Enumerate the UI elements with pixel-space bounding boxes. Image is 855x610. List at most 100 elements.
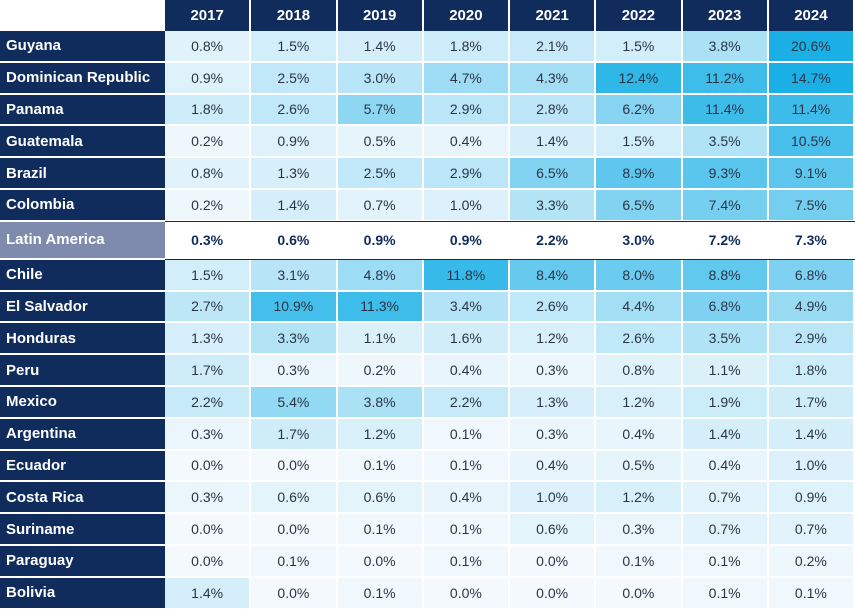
heat-cell: 0.9%	[423, 221, 510, 260]
heat-cell: 0.1%	[337, 514, 424, 546]
heat-cell: 1.7%	[768, 387, 855, 419]
heat-cell: 2.9%	[423, 94, 510, 127]
heat-cell: 1.3%	[165, 323, 252, 356]
highlight-bottom-rule	[165, 258, 855, 260]
heat-cell: 11.4%	[768, 94, 855, 127]
heat-cell: 1.6%	[423, 323, 510, 356]
heat-cell: 3.0%	[337, 62, 424, 95]
heat-cell: 8.4%	[510, 259, 597, 292]
heat-cell: 0.2%	[165, 190, 252, 222]
column-header: 2023	[682, 0, 769, 31]
heat-cell: 4.9%	[768, 291, 855, 324]
heat-cell: 2.9%	[768, 323, 855, 356]
heat-cell: 4.3%	[510, 62, 597, 95]
heat-cell: 1.2%	[337, 418, 424, 451]
heat-cell: 7.2%	[682, 221, 769, 260]
heat-cell: 8.8%	[682, 259, 769, 292]
heat-cell: 1.9%	[682, 387, 769, 419]
heat-cell: 4.4%	[596, 291, 683, 324]
heat-cell: 1.1%	[682, 355, 769, 387]
heat-cell: 0.6%	[510, 514, 597, 546]
heat-cell: 2.5%	[251, 62, 338, 95]
row-label: Paraguay	[0, 546, 165, 578]
column-header: 2019	[337, 0, 424, 31]
heat-cell: 1.2%	[510, 323, 597, 356]
heat-cell: 0.0%	[165, 546, 252, 578]
heat-cell: 3.3%	[251, 323, 338, 356]
heat-cell: 3.4%	[423, 291, 510, 324]
row-label: Peru	[0, 355, 165, 387]
heat-cell: 0.2%	[165, 126, 252, 159]
row-label: Chile	[0, 259, 165, 292]
heat-cell: 1.0%	[423, 190, 510, 222]
highlight-top-rule	[165, 220, 855, 222]
heat-cell: 0.4%	[682, 450, 769, 483]
heat-cell: 1.8%	[423, 31, 510, 63]
heat-cell: 0.8%	[165, 158, 252, 190]
heat-cell: 2.1%	[510, 31, 597, 63]
heat-cell: 3.8%	[682, 31, 769, 63]
heat-cell: 10.5%	[768, 126, 855, 159]
heat-cell: 7.4%	[682, 190, 769, 222]
row-label: Colombia	[0, 190, 165, 222]
row-label: Mexico	[0, 387, 165, 419]
heat-cell: 11.2%	[682, 62, 769, 95]
heat-cell: 1.4%	[510, 126, 597, 159]
row-label: Guatemala	[0, 126, 165, 159]
heat-cell: 2.2%	[423, 387, 510, 419]
heat-cell: 8.9%	[596, 158, 683, 190]
heat-cell: 11.3%	[337, 291, 424, 324]
heat-cell: 0.0%	[251, 577, 338, 610]
heat-cell: 0.1%	[596, 546, 683, 578]
heat-cell: 1.4%	[251, 190, 338, 222]
heat-cell: 0.4%	[510, 450, 597, 483]
heat-cell: 0.7%	[337, 190, 424, 222]
heat-cell: 0.9%	[165, 62, 252, 95]
heat-cell: 10.9%	[251, 291, 338, 324]
heat-cell: 0.1%	[423, 450, 510, 483]
row-label: El Salvador	[0, 291, 165, 324]
heat-cell: 3.1%	[251, 259, 338, 292]
row-label: Brazil	[0, 158, 165, 190]
heat-cell: 6.8%	[768, 259, 855, 292]
heat-cell: 0.2%	[337, 355, 424, 387]
heat-cell: 1.8%	[165, 94, 252, 127]
heat-cell: 1.5%	[596, 126, 683, 159]
heat-cell: 1.4%	[337, 31, 424, 63]
heat-cell: 1.3%	[510, 387, 597, 419]
heat-cell: 0.4%	[596, 418, 683, 451]
heat-cell: 0.3%	[510, 418, 597, 451]
heat-cell: 0.0%	[251, 514, 338, 546]
heat-cell: 0.0%	[510, 577, 597, 610]
row-label: Panama	[0, 94, 165, 127]
heat-cell: 6.8%	[682, 291, 769, 324]
heat-cell: 1.8%	[768, 355, 855, 387]
heat-cell: 2.8%	[510, 94, 597, 127]
heat-cell: 0.0%	[165, 450, 252, 483]
heat-cell: 2.6%	[510, 291, 597, 324]
heat-cell: 1.4%	[165, 577, 252, 610]
heat-cell: 1.7%	[165, 355, 252, 387]
heat-cell: 0.3%	[165, 482, 252, 515]
heat-cell: 2.6%	[251, 94, 338, 127]
heat-cell: 9.3%	[682, 158, 769, 190]
heat-cell: 0.1%	[423, 546, 510, 578]
heat-cell: 0.3%	[165, 221, 252, 260]
heat-cell: 0.4%	[423, 482, 510, 515]
heat-cell: 1.5%	[251, 31, 338, 63]
heat-cell: 0.4%	[423, 126, 510, 159]
heat-cell: 1.0%	[768, 450, 855, 483]
heat-cell: 1.7%	[251, 418, 338, 451]
row-label: Argentina	[0, 418, 165, 451]
column-header: 2021	[510, 0, 597, 31]
heat-cell: 0.6%	[251, 482, 338, 515]
heat-cell: 0.0%	[596, 577, 683, 610]
heat-cell: 0.6%	[337, 482, 424, 515]
row-label: Latin America	[0, 221, 165, 260]
row-label: Honduras	[0, 323, 165, 356]
heat-cell: 0.1%	[768, 577, 855, 610]
heat-cell: 6.5%	[596, 190, 683, 222]
heat-cell: 6.5%	[510, 158, 597, 190]
heat-cell: 3.8%	[337, 387, 424, 419]
heat-cell: 1.4%	[768, 418, 855, 451]
